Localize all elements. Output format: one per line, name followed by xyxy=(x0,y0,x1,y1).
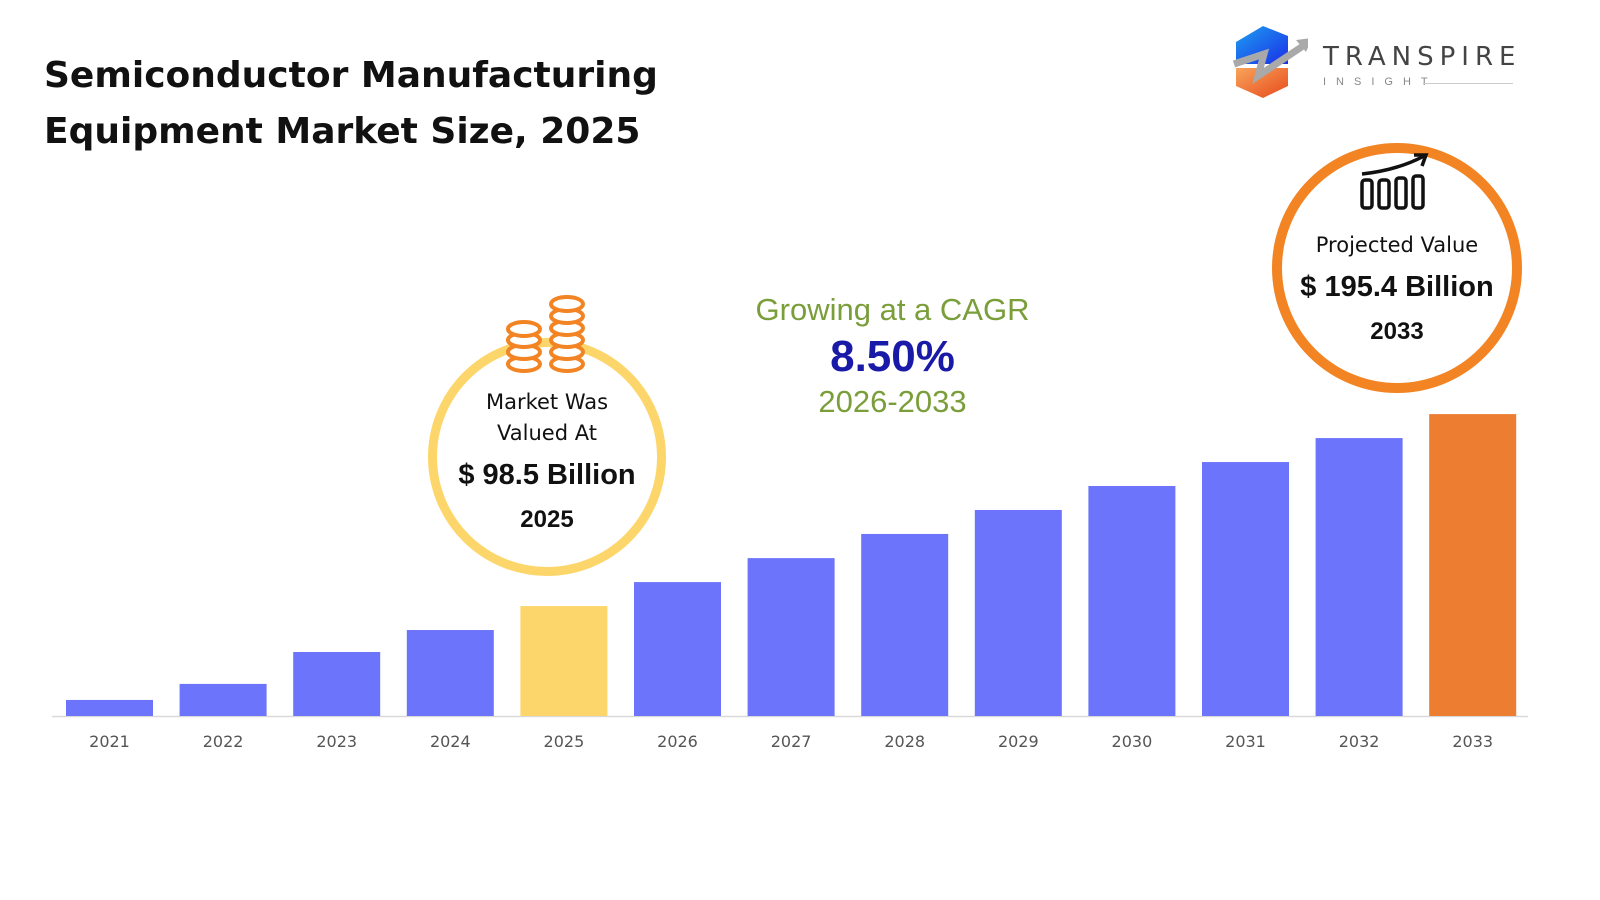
bar-2025 xyxy=(520,606,608,716)
callout-2033-year: 2033 xyxy=(1370,318,1424,345)
logo-tagline: INSIGHT xyxy=(1323,76,1438,88)
x-tick-label: 2022 xyxy=(203,732,244,751)
cagr-block: Growing at a CAGR 8.50% 2026-2033 xyxy=(700,292,1085,420)
bar-2028 xyxy=(861,533,949,716)
bar-2022 xyxy=(179,683,267,716)
callout-2033: Projected Value $ 195.4 Billion 2033 xyxy=(1272,143,1522,393)
x-tick-label: 2021 xyxy=(89,732,130,751)
coins-icon xyxy=(506,295,585,373)
x-tick-label: 2024 xyxy=(430,732,471,751)
growth-chart-icon xyxy=(1360,153,1429,210)
x-tick-label: 2023 xyxy=(316,732,357,751)
callout-2033-value: $ 195.4 Billion xyxy=(1300,271,1494,303)
cagr-period: 2026-2033 xyxy=(818,384,967,419)
title-line-1: Semiconductor Manufacturing xyxy=(44,55,658,96)
x-tick-label: 2028 xyxy=(884,732,925,751)
bar-2027 xyxy=(747,558,835,716)
title-line-2: Equipment Market Size, 2025 xyxy=(44,111,641,152)
x-tick-label: 2032 xyxy=(1339,732,1380,751)
x-tick-label: 2030 xyxy=(1112,732,1153,751)
x-tick-label: 2026 xyxy=(657,732,698,751)
callout-2025-value: $ 98.5 Billion xyxy=(458,459,636,491)
cagr-label: Growing at a CAGR xyxy=(755,292,1030,327)
bar-2024 xyxy=(406,630,494,716)
bar-2032 xyxy=(1315,438,1403,716)
x-tick-label: 2033 xyxy=(1452,732,1493,751)
callout-2025-label-1: Market Was xyxy=(485,390,609,414)
x-tick-label: 2027 xyxy=(771,732,812,751)
bar-2033 xyxy=(1429,414,1517,716)
bar-2029 xyxy=(974,509,1062,716)
x-tick-label: 2031 xyxy=(1225,732,1266,751)
callout-2025-label-2: Valued At xyxy=(497,421,597,445)
transpire-logo: TRANSPIRE INSIGHT xyxy=(1228,24,1528,104)
logo-name: TRANSPIRE xyxy=(1323,42,1522,72)
callout-2025-year: 2025 xyxy=(520,506,574,533)
cagr-rate: 8.50% xyxy=(830,332,955,381)
x-tick-label: 2025 xyxy=(544,732,585,751)
callout-2033-label: Projected Value xyxy=(1315,233,1479,257)
bar-2021 xyxy=(66,699,153,716)
bar-2023 xyxy=(293,652,381,716)
bar-2031 xyxy=(1202,462,1289,716)
x-tick-label: 2029 xyxy=(998,732,1039,751)
bar-2030 xyxy=(1088,486,1176,716)
logo-divider xyxy=(1423,83,1513,84)
callout-2025: Market Was Valued At $ 98.5 Billion 2025 xyxy=(428,338,666,576)
page-title: Semiconductor Manufacturing Equipment Ma… xyxy=(44,48,658,160)
bar-2026 xyxy=(634,582,721,716)
